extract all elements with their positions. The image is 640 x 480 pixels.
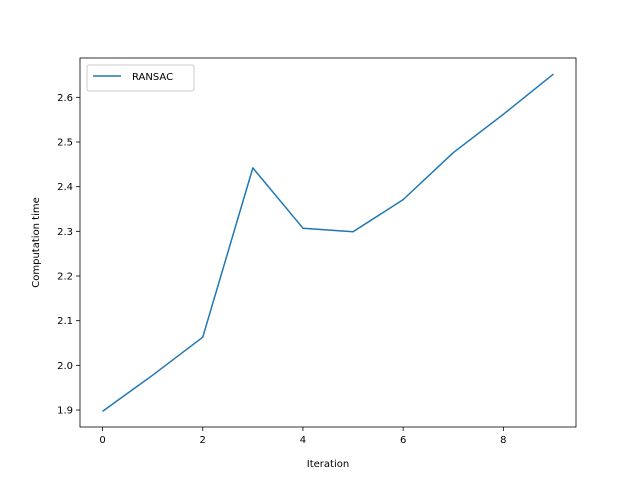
series-group xyxy=(102,73,554,412)
y-tick-label: 2.1 xyxy=(57,316,73,327)
y-tick-label: 2.6 xyxy=(57,93,73,104)
series-line-ransac xyxy=(102,73,554,412)
x-tick-label: 6 xyxy=(400,435,406,446)
x-tick-label: 8 xyxy=(500,435,506,446)
plot-area xyxy=(80,58,576,427)
legend-box xyxy=(86,64,195,92)
y-axis-ticks: 1.9 2.0 2.1 2.2 2.3 2.4 2.5 2.6 xyxy=(57,93,80,417)
x-tick-label: 0 xyxy=(99,435,105,446)
plot-frame xyxy=(79,57,577,428)
legend-label-ransac: RANSAC xyxy=(132,72,173,83)
y-tick-label: 2.4 xyxy=(57,182,73,193)
x-tick-label: 2 xyxy=(200,435,206,446)
x-axis-ticks: 0 2 4 6 8 xyxy=(99,427,507,446)
x-axis-label: Iteration xyxy=(307,459,349,470)
legend: RANSAC xyxy=(86,64,195,92)
y-tick-label: 2.2 xyxy=(57,272,73,283)
y-tick-label: 2.3 xyxy=(57,227,73,238)
y-tick-label: 2.5 xyxy=(57,137,73,148)
x-tick-label: 4 xyxy=(300,435,306,446)
y-tick-label: 2.0 xyxy=(57,361,73,372)
y-axis-label: Computation time xyxy=(31,197,42,288)
y-tick-label: 1.9 xyxy=(57,406,73,417)
